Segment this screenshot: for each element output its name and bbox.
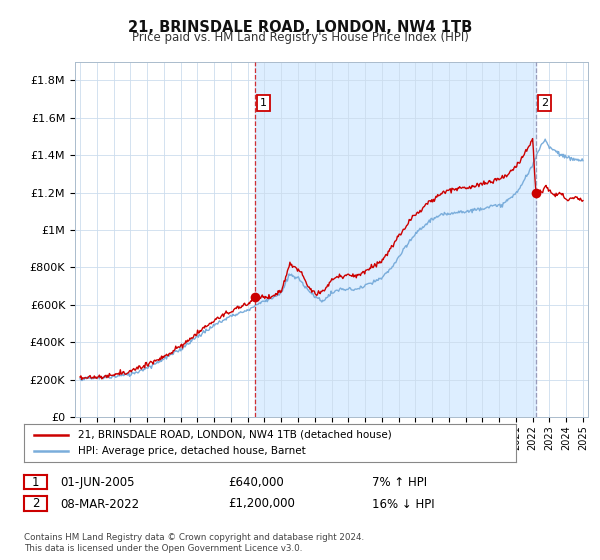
Text: Contains HM Land Registry data © Crown copyright and database right 2024.
This d: Contains HM Land Registry data © Crown c… xyxy=(24,533,364,553)
Bar xyxy=(255,62,536,417)
Text: 21, BRINSDALE ROAD, LONDON, NW4 1TB (detached house): 21, BRINSDALE ROAD, LONDON, NW4 1TB (det… xyxy=(78,430,392,440)
Text: 21, BRINSDALE ROAD, LONDON, NW4 1TB: 21, BRINSDALE ROAD, LONDON, NW4 1TB xyxy=(128,20,472,35)
Text: 7% ↑ HPI: 7% ↑ HPI xyxy=(372,476,427,489)
Text: 1: 1 xyxy=(32,475,39,489)
Text: 01-JUN-2005: 01-JUN-2005 xyxy=(60,476,134,489)
Text: 2: 2 xyxy=(541,98,548,108)
Text: HPI: Average price, detached house, Barnet: HPI: Average price, detached house, Barn… xyxy=(78,446,306,456)
Text: £1,200,000: £1,200,000 xyxy=(228,497,295,511)
Text: 16% ↓ HPI: 16% ↓ HPI xyxy=(372,497,434,511)
Text: Price paid vs. HM Land Registry's House Price Index (HPI): Price paid vs. HM Land Registry's House … xyxy=(131,31,469,44)
Text: 08-MAR-2022: 08-MAR-2022 xyxy=(60,497,139,511)
Text: 2: 2 xyxy=(32,497,39,510)
Text: 1: 1 xyxy=(260,98,267,108)
Text: £640,000: £640,000 xyxy=(228,476,284,489)
